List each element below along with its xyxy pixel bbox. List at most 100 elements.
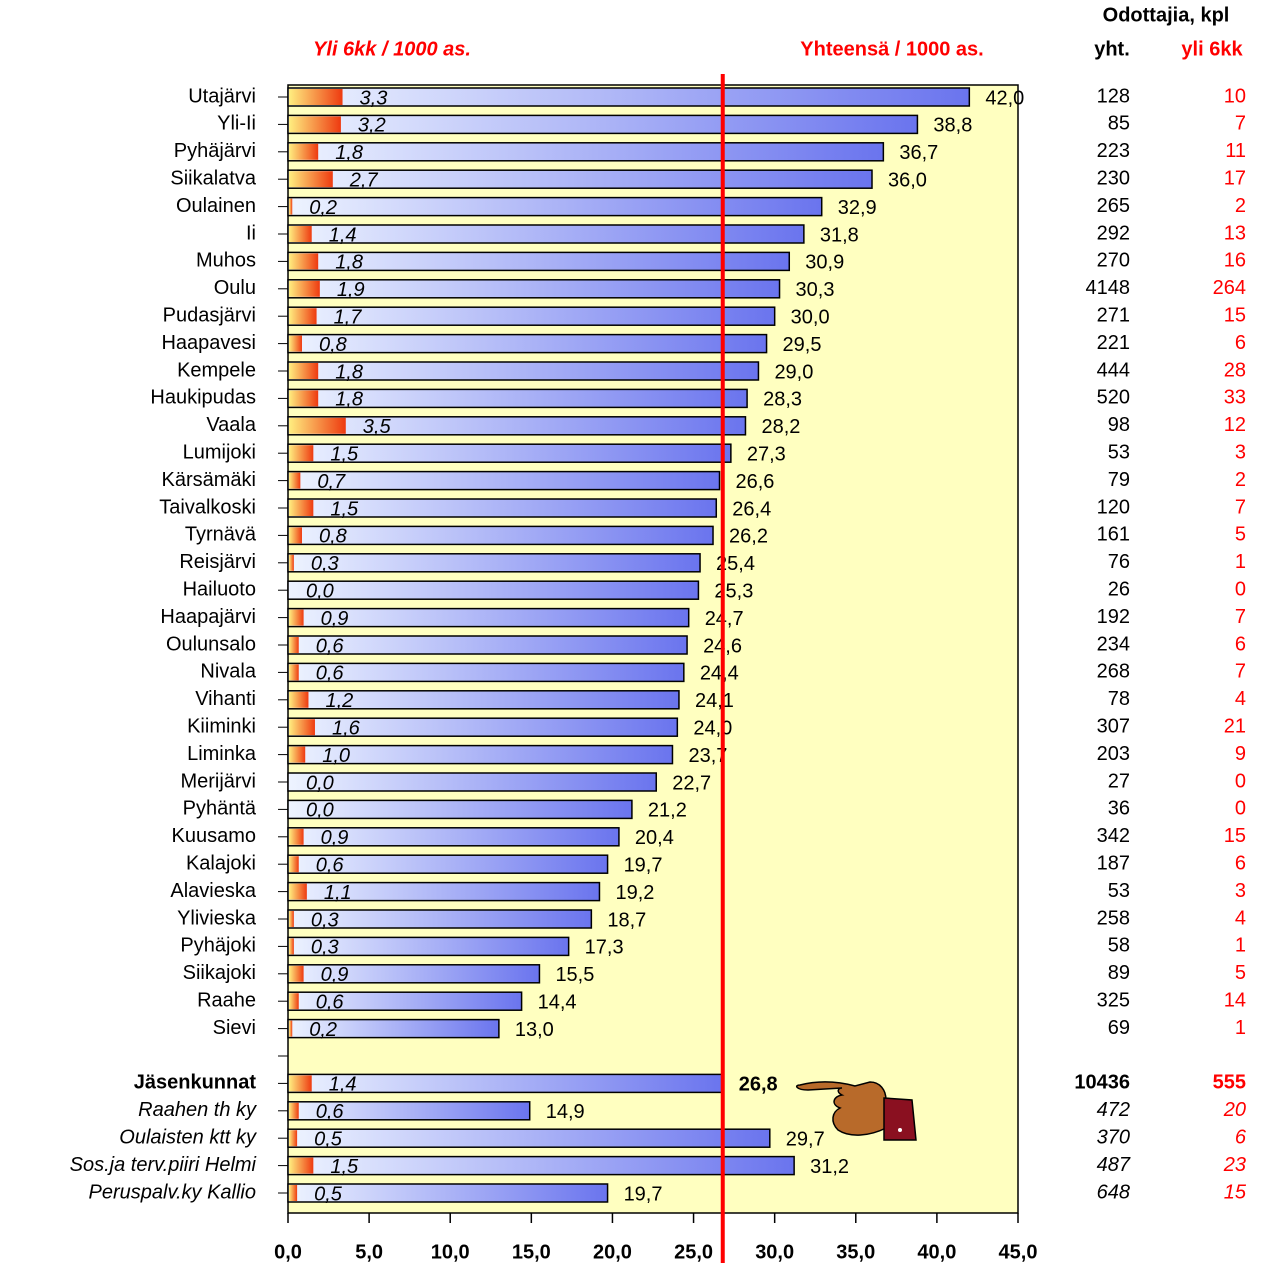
table-cell: 307 xyxy=(1097,715,1130,737)
series-label: Yli 6kk / 1000 as. xyxy=(313,38,471,60)
table-cell: 292 xyxy=(1097,222,1130,244)
bar xyxy=(289,280,320,297)
value-label: 27,3 xyxy=(747,443,786,465)
table-cell: 1 xyxy=(1235,935,1246,957)
value-label: 14,4 xyxy=(538,991,577,1013)
bar xyxy=(287,306,776,326)
value-label: 1,5 xyxy=(330,443,359,465)
category-label: Oulainen xyxy=(176,195,256,217)
value-label: 36,7 xyxy=(899,142,938,164)
table-cell: 268 xyxy=(1097,661,1130,683)
table-cell: 520 xyxy=(1097,387,1130,409)
table-cell: 0 xyxy=(1235,798,1246,820)
table-cell: 270 xyxy=(1097,250,1130,272)
value-label: 0,0 xyxy=(306,800,334,822)
bar xyxy=(287,416,747,436)
category-label: Raahe xyxy=(197,989,256,1011)
bar xyxy=(287,196,823,217)
bar xyxy=(289,993,299,1010)
bar xyxy=(287,169,873,189)
table-cell: 10436 xyxy=(1074,1072,1130,1094)
table-cell: 15 xyxy=(1224,1181,1247,1203)
table-cell: 4148 xyxy=(1086,277,1131,299)
value-label: 0,8 xyxy=(319,526,347,548)
bar xyxy=(287,553,701,573)
value-label: 13,0 xyxy=(515,1019,554,1041)
value-label: 29,7 xyxy=(786,1128,825,1150)
bar xyxy=(289,198,293,215)
table-cell: 555 xyxy=(1213,1072,1246,1094)
table-cell: 33 xyxy=(1224,387,1246,409)
category-label: Ylivieska xyxy=(177,907,257,929)
category-label: Utajärvi xyxy=(188,85,256,107)
value-label: 0,5 xyxy=(314,1183,343,1205)
value-label: 2,7 xyxy=(349,169,379,191)
value-label: 0,6 xyxy=(316,663,345,685)
pointing-hand xyxy=(795,1081,917,1141)
bar xyxy=(287,1018,500,1039)
bar xyxy=(287,744,674,765)
value-label: 0,0 xyxy=(306,772,334,794)
table-cell: 6 xyxy=(1235,1126,1247,1148)
bar xyxy=(287,799,633,820)
bar xyxy=(287,361,760,381)
table-cell: 271 xyxy=(1097,304,1130,326)
value-label: 1,0 xyxy=(322,745,350,767)
bar xyxy=(289,1075,312,1092)
table-cell: 28 xyxy=(1224,359,1246,381)
category-label: Liminka xyxy=(187,743,257,765)
category-label: Reisjärvi xyxy=(179,551,256,573)
category-label: Lumijoki xyxy=(183,441,256,463)
x-tick-label: 15,0 xyxy=(512,1241,551,1263)
value-label: 24,0 xyxy=(693,717,732,739)
value-label: 23,7 xyxy=(688,745,727,767)
category-label: Tyrnävä xyxy=(185,524,257,546)
value-label: 30,3 xyxy=(796,279,835,301)
bar xyxy=(287,1183,609,1203)
x-tick-label: 40,0 xyxy=(917,1241,956,1263)
table-cell: 36 xyxy=(1108,798,1130,820)
value-label: 31,8 xyxy=(820,224,859,246)
table-cell: 2 xyxy=(1235,469,1246,491)
bar xyxy=(289,472,301,489)
table-cell: 1 xyxy=(1235,1017,1246,1039)
table-cell: 15 xyxy=(1224,304,1246,326)
category-label: Pyhäjoki xyxy=(180,935,256,957)
category-label: Yli-Ii xyxy=(217,113,256,135)
bar xyxy=(289,965,304,982)
category-label: Merijärvi xyxy=(180,770,256,792)
table-cell: 7 xyxy=(1235,496,1246,518)
table-cell: 370 xyxy=(1097,1126,1130,1148)
table-cell: 0 xyxy=(1235,770,1246,792)
category-label: Nivala xyxy=(200,661,256,683)
value-label: 1,8 xyxy=(335,389,363,411)
value-label: 0,6 xyxy=(316,1101,345,1123)
bar xyxy=(289,1102,299,1119)
value-label: 1,6 xyxy=(332,717,361,739)
bar xyxy=(289,1157,314,1174)
value-label: 30,9 xyxy=(805,252,844,274)
value-label: 22,7 xyxy=(672,772,711,794)
table-cell: 265 xyxy=(1097,195,1130,217)
bar xyxy=(289,664,299,681)
table-cell: 17 xyxy=(1224,167,1246,189)
value-label: 17,3 xyxy=(585,937,624,959)
value-label: 26,8 xyxy=(739,1074,778,1096)
value-label: 0,2 xyxy=(309,197,337,219)
table-cell: 78 xyxy=(1108,688,1130,710)
value-label: 0,9 xyxy=(321,827,349,849)
value-label: 28,3 xyxy=(763,389,802,411)
bar xyxy=(289,911,294,927)
category-label: Pyhäjärvi xyxy=(174,140,256,162)
bar xyxy=(289,527,302,544)
category-label: Vihanti xyxy=(195,688,256,710)
value-label: 32,9 xyxy=(838,197,877,219)
table-cell: 6 xyxy=(1235,332,1246,354)
table-cell: 58 xyxy=(1108,935,1130,957)
table-cell: 13 xyxy=(1224,222,1246,244)
value-label: 0,0 xyxy=(306,580,334,602)
bar xyxy=(289,609,304,626)
table-cell: 12 xyxy=(1224,414,1246,436)
bar xyxy=(289,500,314,516)
